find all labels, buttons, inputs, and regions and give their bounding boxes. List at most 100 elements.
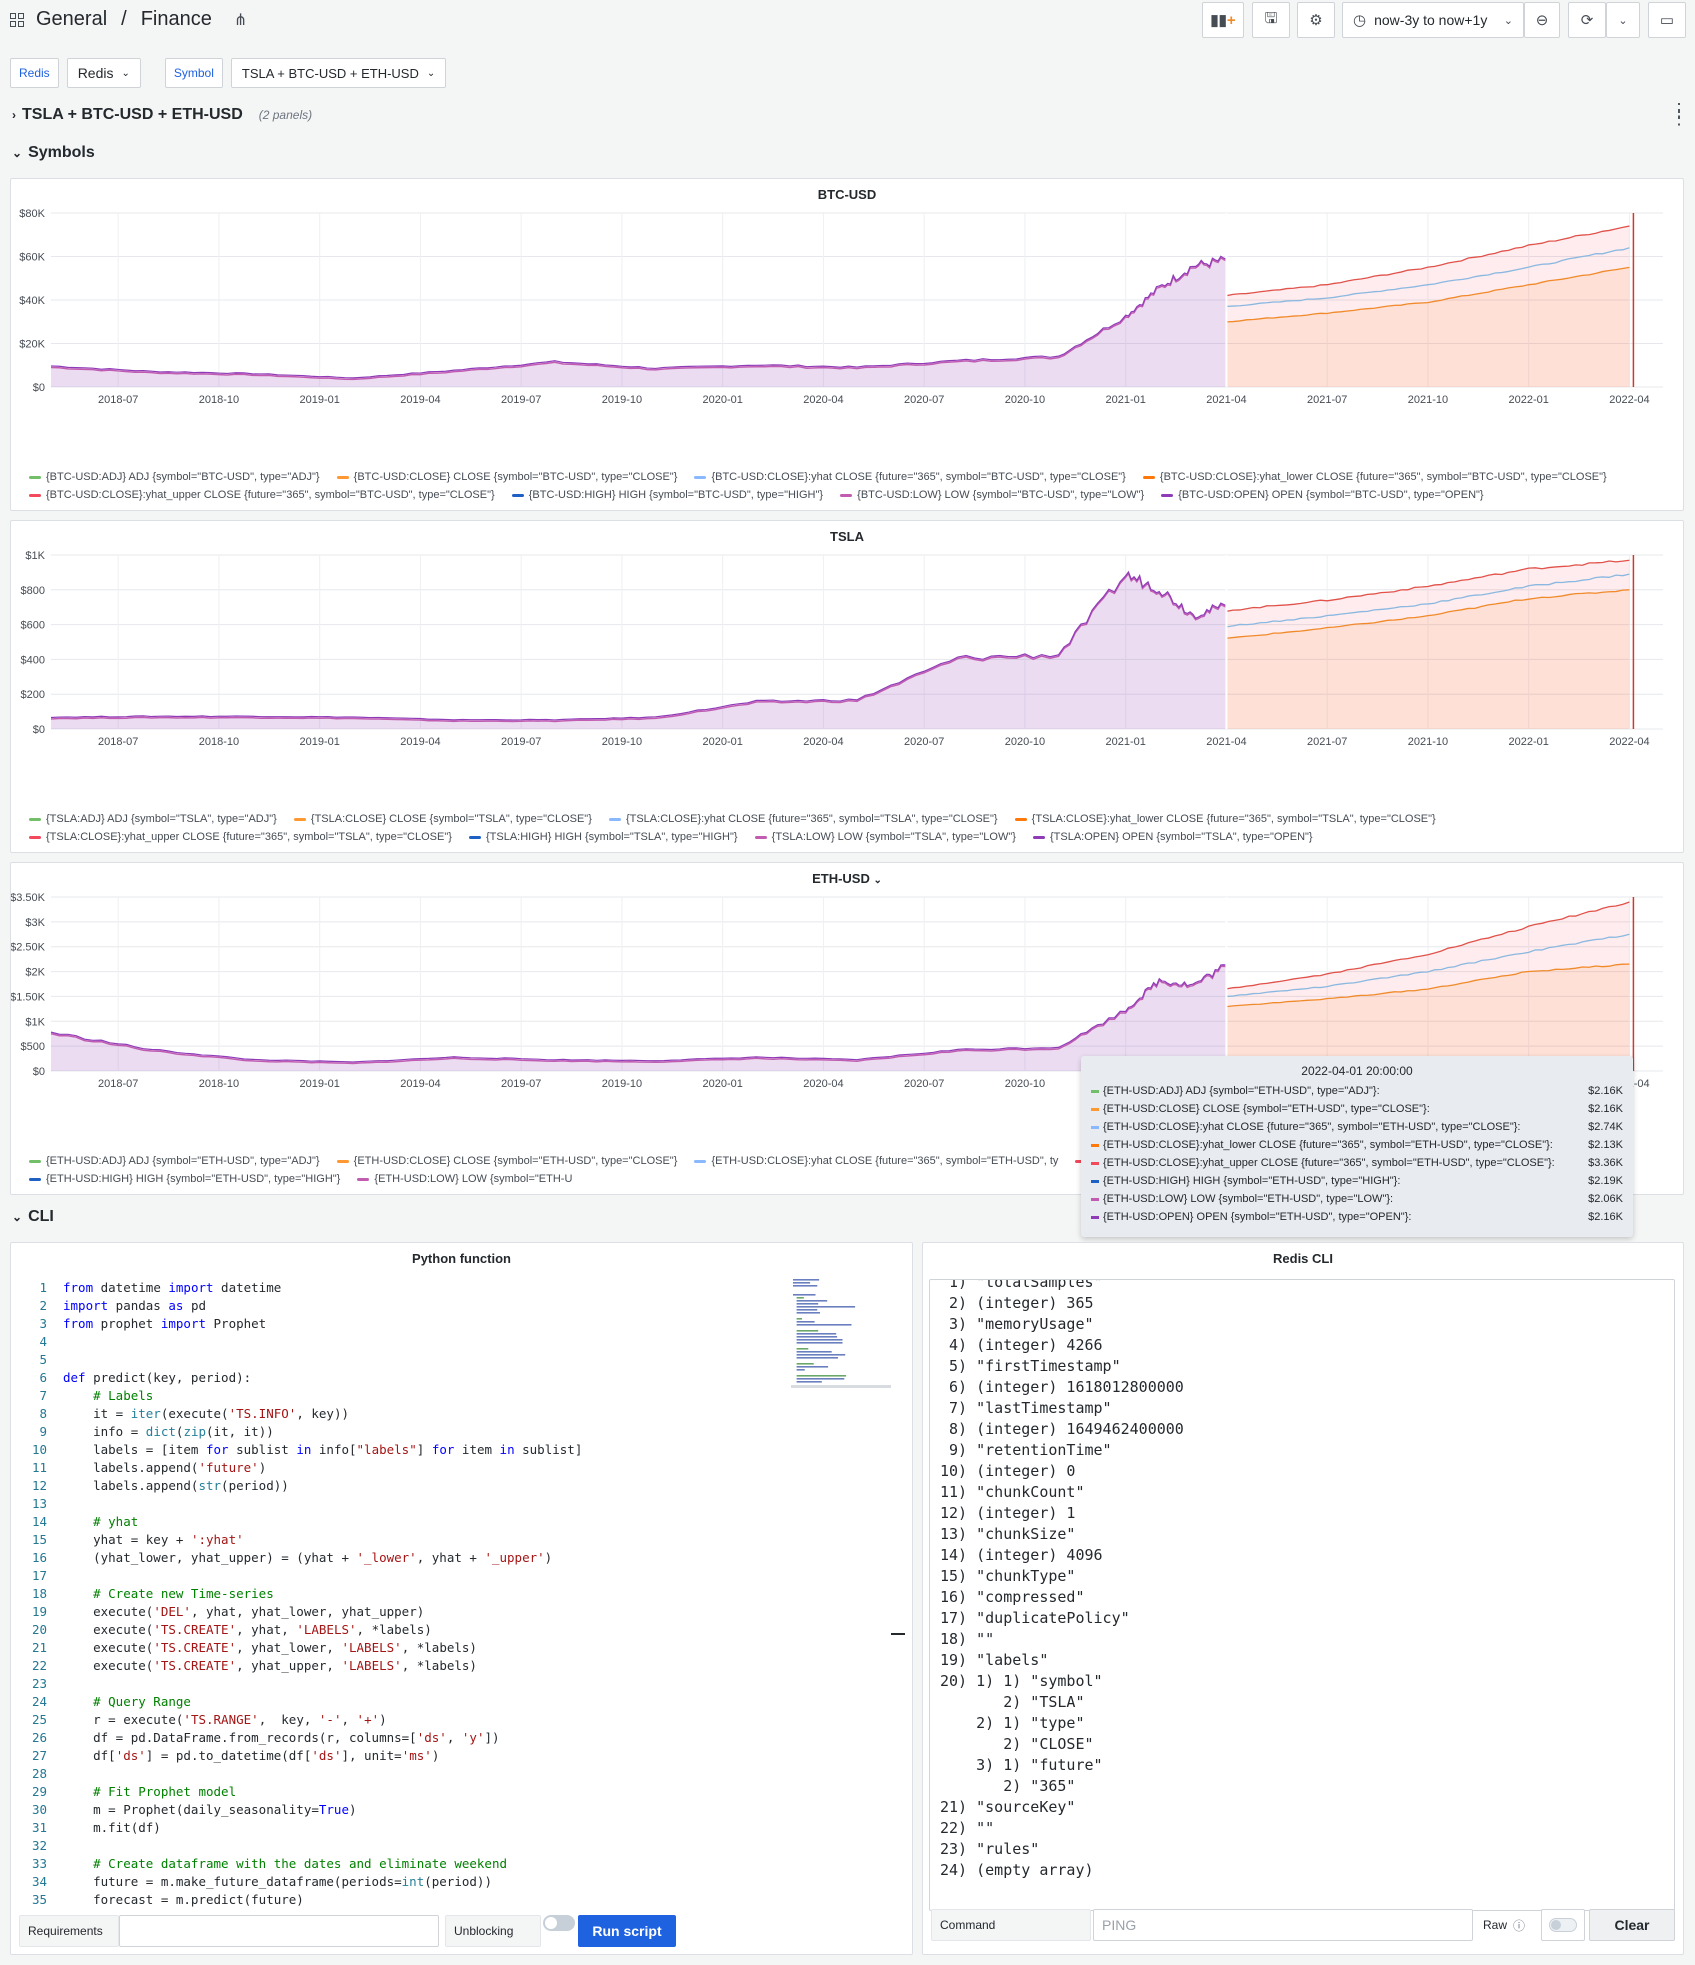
unblocking-toggle[interactable]	[543, 1915, 575, 1931]
line-number: 18	[31, 1586, 47, 1601]
line-number: 13	[31, 1496, 47, 1511]
legend-swatch	[694, 475, 707, 479]
refresh-button[interactable]: ⟳	[1568, 2, 1606, 38]
legend-item[interactable]: {ETH-USD:HIGH} HIGH {symbol="ETH-USD", t…	[29, 1173, 340, 1185]
breadcrumb-root[interactable]: General	[36, 8, 108, 30]
legend-item[interactable]: {ETH-USD:CLOSE} CLOSE {symbol="ETH-USD",…	[336, 1155, 677, 1167]
legend-item[interactable]: {BTC-USD:HIGH} HIGH {symbol="BTC-USD", t…	[511, 489, 823, 501]
legend-item[interactable]: {BTC-USD:OPEN} OPEN {symbol="BTC-USD", t…	[1161, 489, 1484, 501]
tooltip-row-value: $3.36K	[1588, 1157, 1623, 1169]
redis-output[interactable]: 1) "totalSamples" 2) (integer) 365 3) "m…	[929, 1279, 1675, 1911]
legend-item[interactable]: {BTC-USD:LOW} LOW {symbol="BTC-USD", typ…	[840, 489, 1144, 501]
x-tick-label: 2022-04	[1609, 736, 1649, 748]
minimap-line	[793, 1285, 818, 1287]
panel-title[interactable]: BTC-USD	[817, 187, 877, 202]
tooltip-row-value: $2.06K	[1588, 1193, 1623, 1205]
legend-item[interactable]: {TSLA:CLOSE}:yhat CLOSE {future="365", s…	[608, 813, 998, 825]
legend-item[interactable]: {TSLA:CLOSE}:yhat_upper CLOSE {future="3…	[29, 831, 452, 843]
forecast-upper-area	[1226, 226, 1630, 387]
panel-title[interactable]: Python function	[412, 1251, 511, 1266]
legend-item[interactable]: {BTC-USD:ADJ} ADJ {symbol="BTC-USD", typ…	[29, 471, 320, 483]
panel-title[interactable]: TSLA	[830, 529, 864, 544]
panel-title-text: ETH-USD	[812, 871, 870, 886]
legend-item[interactable]: {TSLA:CLOSE}:yhat_lower CLOSE {future="3…	[1014, 813, 1436, 825]
y-tick-label: $1.50K	[11, 991, 46, 1003]
legend-item[interactable]: {ETH-USD:CLOSE}:yhat CLOSE {future="365"…	[694, 1155, 1058, 1167]
chevron-down-icon: ⌄	[426, 67, 436, 79]
variable-select-redis[interactable]: Redis ⌄	[66, 58, 141, 88]
legend-item[interactable]: {TSLA:ADJ} ADJ {symbol="TSLA", type="ADJ…	[29, 813, 277, 825]
time-picker-button[interactable]: ◷ now-3y to now+1y ⌄	[1342, 2, 1524, 38]
raw-toggle[interactable]	[1541, 1909, 1585, 1941]
code-text: df['ds'] = pd.to_datetime(df['ds'], unit…	[63, 1748, 440, 1763]
resize-handle-icon[interactable]	[891, 1633, 905, 1635]
legend-item[interactable]: {TSLA:OPEN} OPEN {symbol="TSLA", type="O…	[1032, 831, 1313, 843]
row-drag-handle-icon[interactable]: ⋮ ⋮	[1670, 100, 1688, 128]
legend-item[interactable]: {BTC-USD:CLOSE}:yhat_upper CLOSE {future…	[29, 489, 495, 501]
breadcrumb-page[interactable]: Finance	[140, 8, 212, 30]
row-collapsed-header[interactable]: › TSLA + BTC-USD + ETH-USD (2 panels)	[12, 106, 312, 124]
line-number: 23	[31, 1676, 47, 1691]
line-number: 10	[31, 1442, 47, 1457]
command-input[interactable]: PING	[1093, 1909, 1473, 1941]
zoom-out-button[interactable]: ⊖	[1524, 2, 1560, 38]
unblocking-label: Unblocking	[445, 1915, 541, 1947]
forecast-lower-line	[1226, 963, 1630, 1008]
legend-label: {ETH-USD:ADJ} ADJ {symbol="ETH-USD", typ…	[46, 1155, 320, 1167]
code-minimap[interactable]	[791, 1277, 901, 1417]
variable-value: Redis	[77, 65, 114, 81]
legend-item[interactable]: {BTC-USD:CLOSE}:yhat_lower CLOSE {future…	[1142, 471, 1607, 483]
panel-title[interactable]: Redis CLI	[1273, 1251, 1333, 1266]
code-editor[interactable]: 1 from datetime import datetime 2 import pa…	[21, 1279, 901, 1911]
tv-mode-button[interactable]: ▭	[1648, 2, 1686, 38]
dashboards-grid-icon[interactable]	[10, 12, 24, 27]
requirements-input[interactable]	[119, 1915, 439, 1947]
tsla-chart[interactable]: $0 $200 $400 $600 $800 $1K 2018-07 2018-10 2019-…	[11, 549, 1683, 789]
btc-usd-chart[interactable]: $0 $20K $40K $60K $80K 2018-07 2018-10 2019-01 2…	[11, 207, 1683, 447]
redis-output-line: 8) (integer) 1649462400000	[940, 1420, 1184, 1438]
x-tick-label: 2020-07	[904, 1078, 944, 1090]
code-text: # Create new Time-series	[63, 1586, 274, 1601]
series-line-open	[50, 570, 1227, 721]
x-tick-label: 2019-07	[501, 1078, 541, 1090]
clear-button[interactable]: Clear	[1589, 1909, 1675, 1941]
x-tick-label: 2019-01	[299, 394, 339, 406]
line-number: 7	[39, 1388, 47, 1403]
settings-button[interactable]: ⚙	[1297, 2, 1335, 38]
row-cli-header[interactable]: ⌄ CLI	[12, 1208, 54, 1226]
line-number: 3	[39, 1316, 47, 1331]
run-script-button[interactable]: Run script	[578, 1915, 676, 1947]
add-panel-button[interactable]: ▮▮+	[1202, 2, 1244, 38]
info-icon: ⓘ	[1513, 1918, 1526, 1933]
redis-output-line: 3) 1) "future"	[940, 1756, 1103, 1774]
legend-item[interactable]: {ETH-USD:ADJ} ADJ {symbol="ETH-USD", typ…	[29, 1155, 320, 1167]
redis-output-line: 11) "chunkCount"	[940, 1483, 1085, 1501]
refresh-interval-button[interactable]: ⌄	[1606, 2, 1640, 38]
legend-item[interactable]: {TSLA:LOW} LOW {symbol="TSLA", type="LOW…	[754, 831, 1016, 843]
legend-item[interactable]: {ETH-USD:LOW} LOW {symbol="ETH-U	[357, 1173, 572, 1185]
share-icon[interactable]: ⋔	[233, 11, 248, 29]
legend-item[interactable]: {TSLA:HIGH} HIGH {symbol="TSLA", type="H…	[468, 831, 738, 843]
row-title: Symbols	[28, 144, 95, 161]
chevron-down-icon: ⌄	[12, 146, 23, 160]
legend-item[interactable]: {BTC-USD:CLOSE} CLOSE {symbol="BTC-USD",…	[336, 471, 677, 483]
x-tick-label: 2020-04	[803, 394, 843, 406]
line-number: 17	[31, 1568, 47, 1583]
x-tick-label: 2020-10	[1005, 736, 1045, 748]
legend-item[interactable]: {BTC-USD:CLOSE}:yhat CLOSE {future="365"…	[694, 471, 1126, 483]
panel-title[interactable]: ETH-USD ⌄	[11, 871, 1683, 886]
tooltip-row-value: $2.16K	[1588, 1103, 1623, 1115]
legend-item[interactable]: {TSLA:CLOSE} CLOSE {symbol="TSLA", type=…	[293, 813, 592, 825]
x-tick-label: 2018-10	[199, 394, 239, 406]
x-tick-label: 2021-01	[1105, 394, 1145, 406]
y-tick-label: $500	[21, 1041, 45, 1053]
save-button[interactable]: 🖫	[1252, 2, 1290, 38]
y-tick-label: $1K	[25, 550, 45, 562]
line-number: 21	[31, 1640, 47, 1655]
redis-output-line: 12) (integer) 1	[940, 1504, 1076, 1522]
variable-select-symbol[interactable]: TSLA + BTC-USD + ETH-USD ⌄	[230, 58, 447, 88]
series-line-low	[50, 965, 1227, 1065]
row-symbols-header[interactable]: ⌄ Symbols	[12, 144, 95, 162]
redis-output-text: 1) "totalSamples" 2) (integer) 365 3) "m…	[940, 1280, 1184, 1881]
save-icon: 🖫	[1264, 9, 1278, 27]
